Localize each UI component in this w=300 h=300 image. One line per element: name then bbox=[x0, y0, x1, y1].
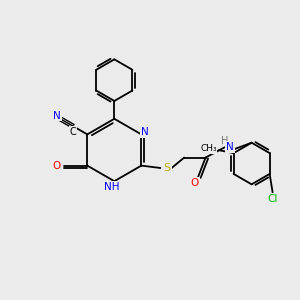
Text: Cl: Cl bbox=[267, 194, 278, 204]
Text: O: O bbox=[190, 178, 199, 188]
Text: CH₃: CH₃ bbox=[200, 144, 217, 153]
Text: N: N bbox=[53, 110, 61, 121]
Text: C: C bbox=[70, 127, 76, 136]
Text: S: S bbox=[164, 163, 171, 173]
Text: NH: NH bbox=[104, 182, 120, 192]
Text: N: N bbox=[226, 142, 234, 152]
Text: O: O bbox=[53, 160, 61, 171]
Text: N: N bbox=[141, 127, 149, 137]
Text: H: H bbox=[221, 136, 229, 146]
